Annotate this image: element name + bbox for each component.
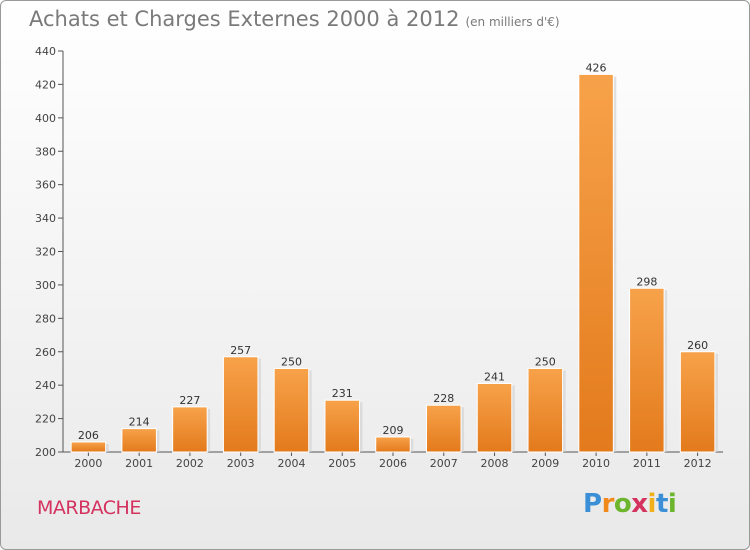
bar [476,382,513,453]
bar [222,356,259,453]
bar [172,406,208,453]
y-tick-label: 400 [35,112,56,125]
bar [273,367,310,453]
x-tick-label: 2001 [125,457,153,470]
chart-title: Achats et Charges Externes 2000 à 2012 (e… [29,7,560,31]
data-label: 231 [332,387,353,400]
x-tick-label: 2006 [379,457,407,470]
x-tick-label: 2003 [227,457,255,470]
data-label: 250 [281,355,302,368]
y-tick-label: 320 [35,246,56,259]
bar [426,404,462,453]
y-tick-label: 260 [35,346,56,359]
logo-letter: x [631,489,648,519]
proxiti-logo: Proxiti [583,489,677,519]
x-tick-label: 2007 [430,457,458,470]
x-tick-label: 2011 [633,457,661,470]
x-tick-label: 2012 [684,457,712,470]
data-label: 241 [484,370,505,383]
commune-name: MARBACHE [37,497,141,519]
chart-subtitle: (en milliers d'€) [465,15,560,29]
y-tick-label: 420 [35,78,56,91]
logo-letter: i [667,489,677,519]
data-label: 260 [687,339,708,352]
y-tick-label: 340 [35,212,56,225]
x-tick-label: 2010 [582,457,610,470]
logo-letter: i [647,489,657,519]
x-tick-label: 2009 [531,457,559,470]
axis-layer: 200 220 240 260 280 300 320 340 360 380 400 420 440 2… [35,45,723,470]
x-tick-label: 2008 [481,457,509,470]
y-tick-label: 300 [35,279,56,292]
x-tick-label: 2000 [74,457,102,470]
y-tick-label: 440 [35,45,56,58]
data-label: 257 [230,344,251,357]
y-tick-label: 220 [35,413,56,426]
y-tick-label: 380 [35,145,56,158]
bar [578,73,614,453]
logo-letter: o [613,489,632,519]
data-label: 214 [129,416,150,429]
bar [679,351,716,453]
logo-letter: r [601,489,615,519]
y-tick-label: 280 [35,312,56,325]
x-tick-label: 2002 [176,457,204,470]
bar [375,436,411,453]
data-label: 209 [383,424,404,437]
bar [70,441,107,453]
x-tick-label: 2004 [277,457,305,470]
data-label: 206 [78,429,99,442]
bar [324,399,360,453]
bar [121,428,157,453]
bar [629,287,665,453]
data-label: 250 [535,355,556,368]
data-label: 227 [179,394,200,407]
data-label: 298 [636,275,657,288]
bar [527,367,564,453]
y-tick-label: 360 [35,179,56,192]
y-tick-label: 240 [35,379,56,392]
logo-letter: t [655,489,668,519]
data-label: 228 [433,392,454,405]
y-tick-label: 200 [35,446,56,459]
logo-letter: P [583,489,602,519]
data-label: 426 [586,61,607,74]
bar-layer: 206 214 227 257 250 231 209 228 241 250 426 298 260 [70,61,718,453]
x-tick-label: 2005 [328,457,356,470]
